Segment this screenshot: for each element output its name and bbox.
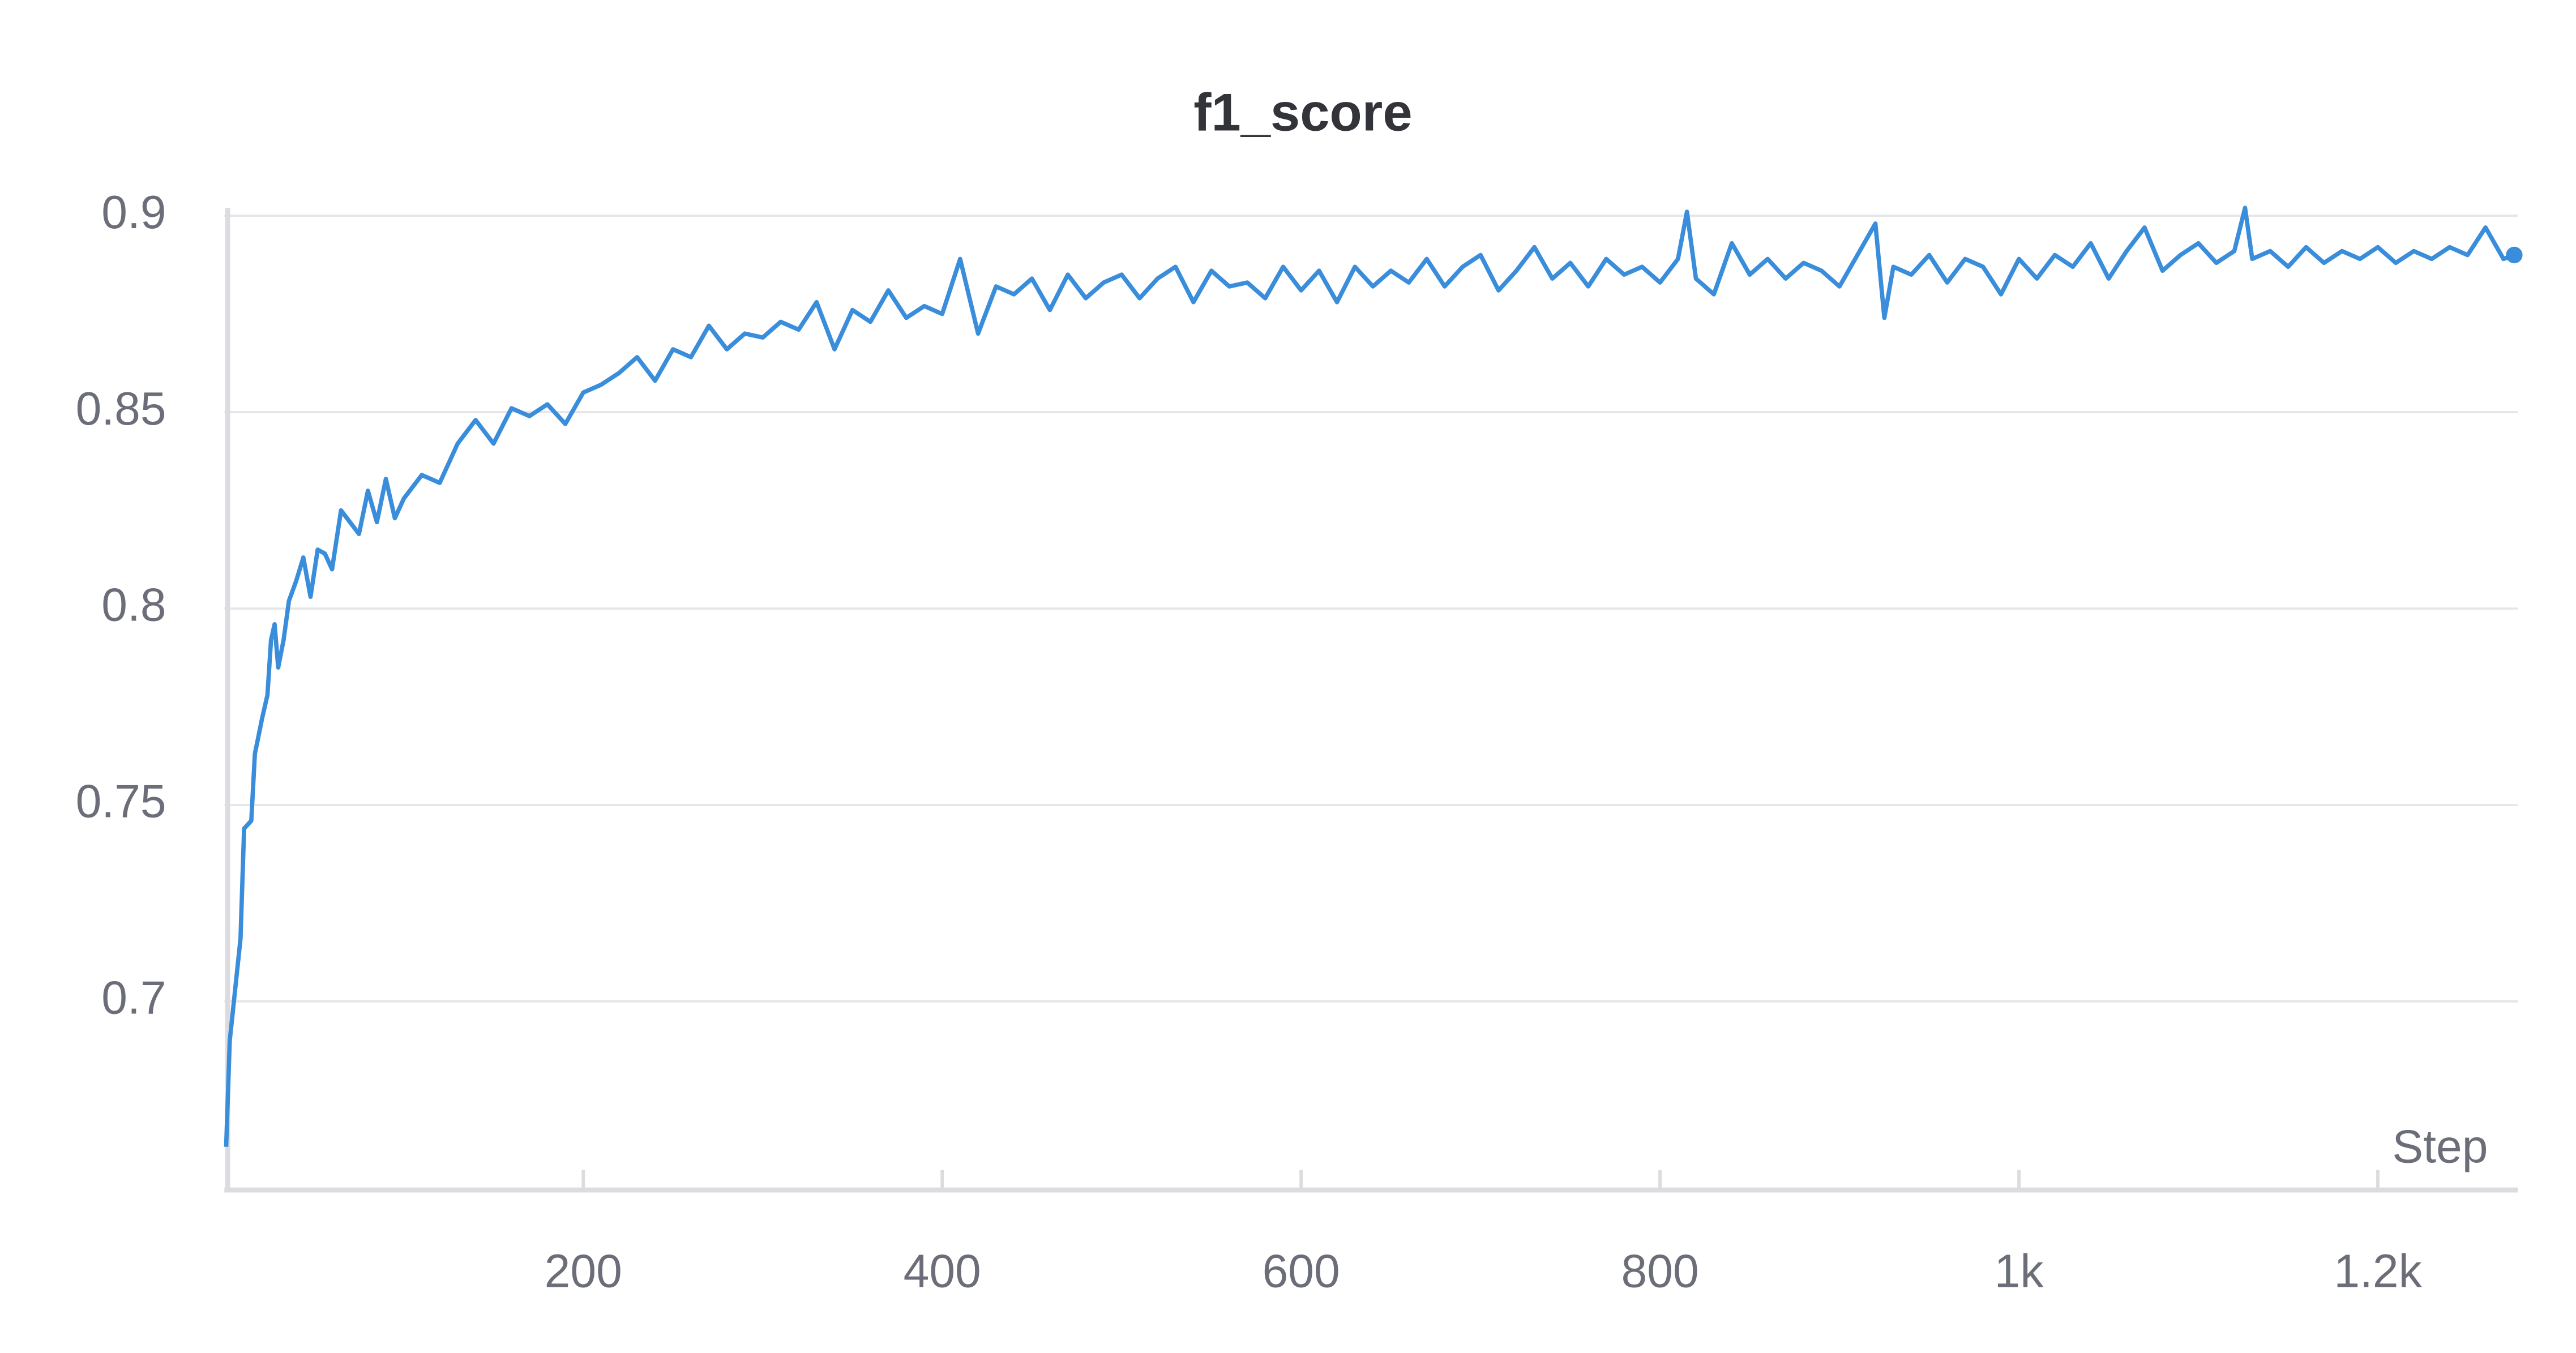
x-axis-label: Step bbox=[2392, 1121, 2488, 1172]
x-tick-label: 1.2k bbox=[2334, 1245, 2422, 1297]
end-point bbox=[2506, 246, 2523, 264]
chart-title: f1_score bbox=[1193, 83, 1412, 142]
line-series bbox=[224, 205, 2515, 1147]
y-tick-label: 0.9 bbox=[101, 187, 166, 238]
x-tick-label: 400 bbox=[904, 1245, 981, 1297]
x-tick-label: 800 bbox=[1621, 1245, 1699, 1297]
x-tick-label: 600 bbox=[1263, 1245, 1340, 1297]
y-tick-label: 0.8 bbox=[101, 580, 166, 631]
y-tick-label: 0.75 bbox=[76, 776, 166, 828]
x-tick-label: 200 bbox=[545, 1245, 622, 1297]
y-tick-label: 0.7 bbox=[101, 973, 166, 1024]
x-tick-label: 1k bbox=[1995, 1245, 2044, 1297]
y-tick-label: 0.85 bbox=[76, 383, 166, 435]
